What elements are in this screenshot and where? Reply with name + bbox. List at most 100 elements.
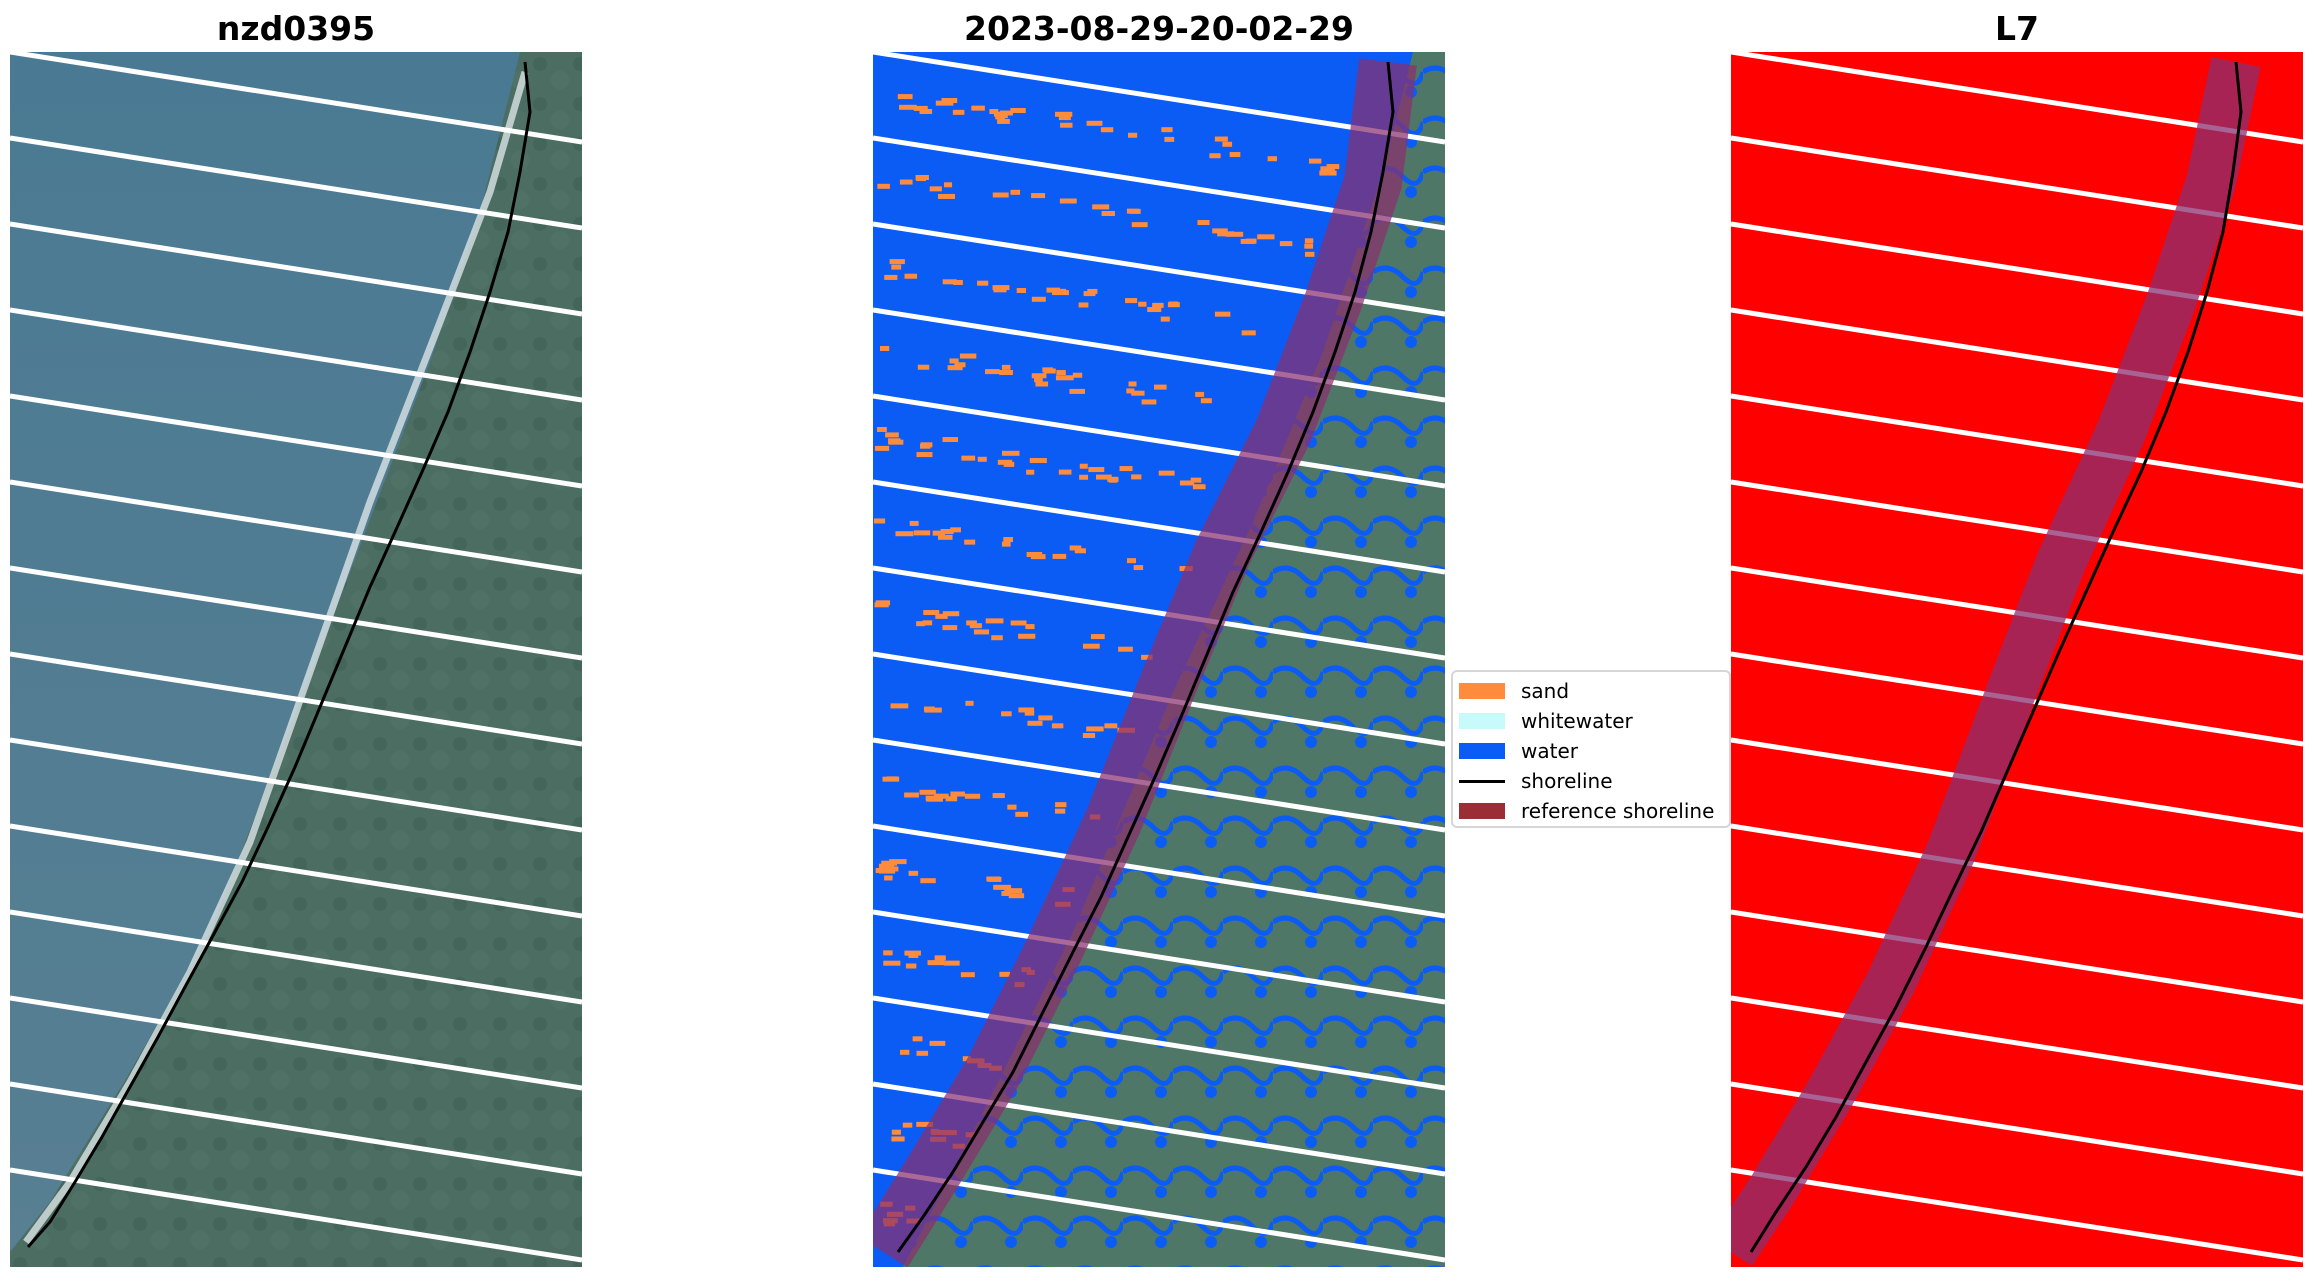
sand-pixel bbox=[943, 960, 960, 966]
sand-pixel bbox=[1055, 375, 1074, 381]
sand-pixel bbox=[1158, 470, 1175, 476]
sand-pixel bbox=[1082, 732, 1096, 738]
sand-pixel bbox=[1200, 398, 1212, 404]
sand-pixel bbox=[1001, 450, 1020, 456]
legend-label-water: water bbox=[1521, 739, 1578, 763]
cloud-mask-image bbox=[1731, 52, 2303, 1267]
sand-pixel bbox=[1241, 330, 1256, 336]
sand-pixel bbox=[942, 279, 957, 285]
sand-pixel bbox=[922, 620, 933, 626]
sand-pixel bbox=[1001, 711, 1012, 717]
sand-pixel bbox=[1152, 302, 1164, 308]
sand-pixel bbox=[1229, 152, 1241, 158]
sand-pixel bbox=[991, 635, 1003, 641]
sand-pixel bbox=[985, 618, 1004, 624]
legend: sand whitewater water shoreline referenc… bbox=[1451, 670, 1731, 828]
sand-pixel bbox=[1060, 122, 1073, 128]
sand-pixel bbox=[1010, 108, 1026, 114]
scanline-gap bbox=[873, 823, 1445, 919]
sand-pixel bbox=[1119, 466, 1133, 472]
sand-pixel bbox=[1190, 477, 1202, 483]
sand-pixel bbox=[973, 629, 990, 635]
sand-pixel bbox=[1026, 469, 1035, 475]
sand-pixel bbox=[1107, 476, 1119, 482]
sand-pixel bbox=[950, 791, 965, 797]
sand-pixel bbox=[1058, 115, 1071, 121]
sand-pixel bbox=[1088, 467, 1105, 473]
sand-pixel bbox=[1131, 474, 1142, 480]
sand-pixel bbox=[1326, 164, 1340, 170]
sand-pixel bbox=[1001, 541, 1011, 547]
sand-pixel bbox=[1308, 158, 1322, 164]
sand-pixel bbox=[1003, 537, 1013, 543]
sand-pixel bbox=[1055, 802, 1067, 808]
sand-pixel bbox=[954, 362, 966, 368]
sand-pixel bbox=[1086, 726, 1104, 732]
sand-pixel bbox=[1026, 552, 1043, 558]
sand-pixel bbox=[993, 884, 1012, 890]
sand-pixel bbox=[997, 459, 1013, 465]
sand-pixel bbox=[1016, 287, 1027, 293]
sand-pixel bbox=[890, 703, 909, 709]
sand-pixel bbox=[1138, 301, 1147, 307]
sand-pixel bbox=[924, 707, 942, 713]
sand-pixel bbox=[941, 98, 958, 104]
scanline-gap bbox=[10, 52, 582, 145]
sand-pixel bbox=[997, 118, 1010, 124]
sand-pixel bbox=[919, 109, 933, 115]
sand-pixel bbox=[952, 109, 965, 115]
sand-pixel bbox=[1079, 463, 1088, 469]
sand-pixel bbox=[945, 796, 958, 802]
scanline-gap bbox=[10, 651, 582, 747]
sand-pixel bbox=[1100, 127, 1114, 133]
sand-pixel bbox=[1167, 302, 1180, 308]
sand-pixel bbox=[885, 432, 899, 438]
sand-pixel bbox=[1164, 136, 1175, 142]
sand-pixel bbox=[1197, 220, 1210, 226]
legend-item-whitewater: whitewater bbox=[1453, 706, 1729, 736]
sand-pixel bbox=[889, 859, 907, 865]
scanline-gap bbox=[10, 1167, 582, 1263]
sand-pixel bbox=[913, 105, 928, 111]
sand-pixel bbox=[959, 353, 977, 359]
sand-pixel bbox=[964, 539, 976, 545]
sand-pixel bbox=[927, 960, 945, 966]
reference-shoreline-swatch bbox=[1459, 803, 1505, 819]
sand-pixel bbox=[977, 456, 987, 462]
sand-pixel bbox=[960, 972, 975, 978]
sand-pixel bbox=[1279, 241, 1293, 247]
sand-pixel bbox=[1015, 811, 1029, 817]
sand-pixel bbox=[929, 1040, 946, 1046]
scanline-gap bbox=[873, 52, 1445, 145]
sand-pixel bbox=[891, 1136, 905, 1142]
sand-pixel bbox=[874, 445, 890, 451]
sand-pixel bbox=[1004, 888, 1023, 894]
sand-pixel bbox=[966, 620, 977, 626]
sand-pixel bbox=[1008, 893, 1025, 899]
legend-item-reference-shoreline: reference shoreline bbox=[1453, 796, 1729, 826]
sand-pixel bbox=[1010, 189, 1021, 195]
sand-pixel bbox=[969, 623, 982, 629]
scanline-gap bbox=[10, 737, 582, 833]
sand-pixel bbox=[884, 274, 898, 280]
sand-pixel bbox=[1024, 710, 1035, 716]
sand-pixel bbox=[1029, 458, 1047, 464]
sand-pixel bbox=[1267, 156, 1277, 162]
scanline-gap bbox=[873, 909, 1445, 1005]
sand-pixel bbox=[917, 364, 930, 370]
scanline-gap bbox=[1731, 995, 2303, 1091]
scanline-gap bbox=[873, 479, 1445, 575]
sand-pixel bbox=[1038, 715, 1053, 721]
classified-image bbox=[873, 52, 1445, 1267]
sand-pixel bbox=[895, 531, 914, 537]
sand-pixel bbox=[953, 279, 963, 285]
sand-pixel bbox=[1031, 296, 1046, 302]
sand-pixel bbox=[1161, 127, 1173, 133]
scanline-gap bbox=[1731, 823, 2303, 919]
sand-pixel bbox=[1031, 373, 1047, 379]
sand-pixel bbox=[1018, 633, 1036, 639]
sand-pixel bbox=[1257, 234, 1275, 240]
sand-pixel bbox=[1034, 377, 1043, 383]
sand-pixel bbox=[1160, 316, 1170, 322]
sand-pixel bbox=[883, 960, 901, 966]
